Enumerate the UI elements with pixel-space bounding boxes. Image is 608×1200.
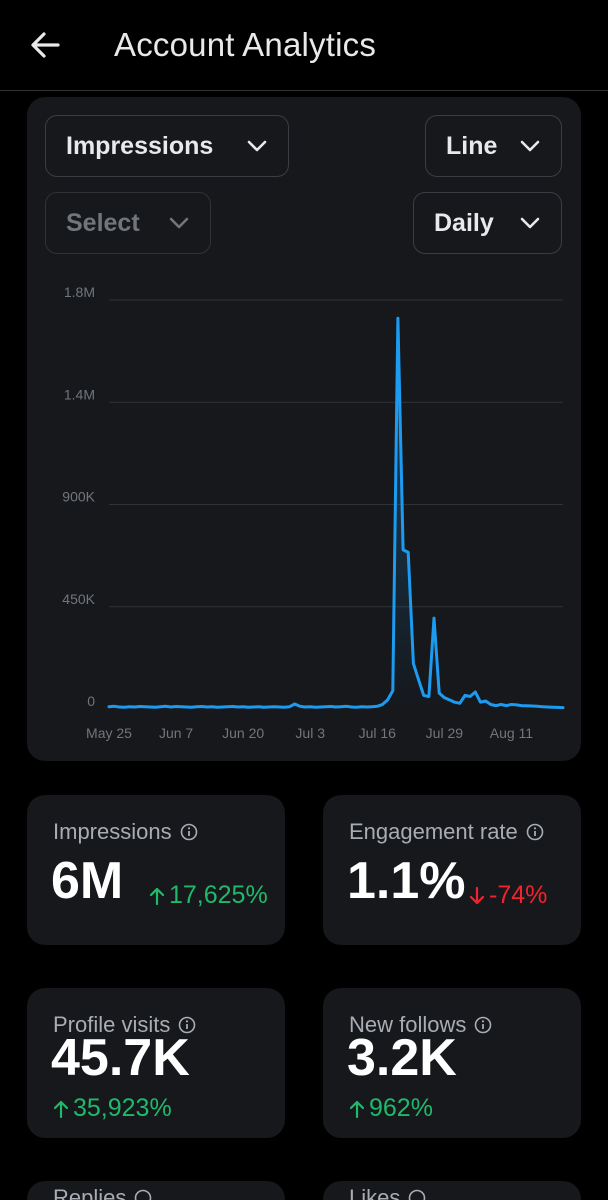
x-tick-label: May 25 (86, 725, 132, 741)
compare-dropdown[interactable]: Select (45, 192, 211, 254)
info-icon[interactable] (526, 823, 544, 841)
profile-visits-card[interactable]: Profile visits 45.7K 35,923% (27, 988, 285, 1138)
impressions-line (107, 316, 565, 710)
chevron-down-icon (520, 140, 540, 152)
card-label: Engagement rate (349, 819, 518, 844)
card-label: Profile visits (53, 1012, 171, 1037)
y-tick-label: 1.8M (64, 284, 95, 300)
card-value: 3.2K (347, 1029, 457, 1087)
metric-dropdown[interactable]: Impressions (45, 115, 289, 177)
card-value: 6M (51, 852, 124, 910)
impressions-area (109, 318, 563, 709)
x-tick-label: Jul 3 (295, 725, 325, 741)
card-label: Impressions (53, 819, 172, 844)
x-tick-label: Jul 16 (359, 725, 397, 741)
impressions-line-chart: 1.8M 1.4M 900K 450K 0 May 25 Jun 7 Jun 20 Jul 3… (62, 284, 565, 741)
interval-dropdown[interactable]: Daily (413, 192, 562, 254)
info-icon[interactable] (474, 1016, 492, 1034)
arrow-up-icon (149, 887, 165, 905)
card-label: New follows (349, 1012, 467, 1037)
likes-card[interactable]: Likes (323, 1181, 581, 1200)
top-bar: Account Analytics (0, 0, 608, 91)
info-icon[interactable] (134, 1189, 152, 1200)
y-tick-label: 1.4M (64, 386, 95, 402)
card-delta: 962% (349, 1094, 433, 1123)
card-delta: 17,625% (149, 881, 268, 910)
card-value: 45.7K (51, 1029, 190, 1087)
card-delta-text: 962% (369, 1094, 433, 1122)
x-tick-label: Jul 29 (426, 725, 464, 741)
x-tick-label: Jun 7 (159, 725, 193, 741)
x-tick-label: Aug 11 (490, 725, 534, 741)
chart-panel: Impressions Line Select Daily 1.8M 1.4M 90… (27, 97, 581, 761)
card-delta: -74% (469, 881, 547, 910)
card-delta-text: 17,625% (169, 881, 268, 909)
y-tick-label: 0 (87, 693, 95, 709)
interval-dropdown-label: Daily (434, 208, 494, 237)
card-value: 1.1% (347, 852, 466, 910)
card-delta-text: -74% (489, 881, 548, 909)
chart-type-dropdown-label: Line (446, 131, 498, 160)
x-tick-label: Jun 20 (222, 725, 264, 741)
arrow-up-icon (349, 1100, 365, 1118)
y-tick-label: 900K (62, 489, 95, 505)
new-follows-card[interactable]: New follows 3.2K 962% (323, 988, 581, 1138)
info-icon[interactable] (180, 823, 198, 841)
info-icon[interactable] (408, 1189, 426, 1200)
arrow-up-icon (53, 1100, 69, 1118)
chevron-down-icon (520, 217, 540, 229)
replies-card[interactable]: Replies (27, 1181, 285, 1200)
card-label: Replies (53, 1185, 127, 1200)
chevron-down-icon (169, 217, 189, 229)
arrow-left-icon[interactable] (28, 28, 62, 62)
card-delta: 35,923% (53, 1094, 172, 1123)
arrow-down-icon (469, 886, 485, 904)
y-tick-label: 450K (62, 591, 95, 607)
page-title: Account Analytics (114, 26, 377, 63)
card-delta-text: 35,923% (73, 1094, 172, 1122)
chart-type-dropdown[interactable]: Line (425, 115, 562, 177)
info-icon[interactable] (178, 1016, 196, 1034)
engagement-rate-card[interactable]: Engagement rate 1.1% -74% (323, 795, 581, 945)
metric-dropdown-label: Impressions (66, 131, 214, 160)
card-label: Likes (349, 1185, 401, 1200)
impressions-card[interactable]: Impressions 6M 17,625% (27, 795, 285, 945)
compare-dropdown-placeholder: Select (66, 208, 140, 237)
chevron-down-icon (247, 140, 267, 152)
